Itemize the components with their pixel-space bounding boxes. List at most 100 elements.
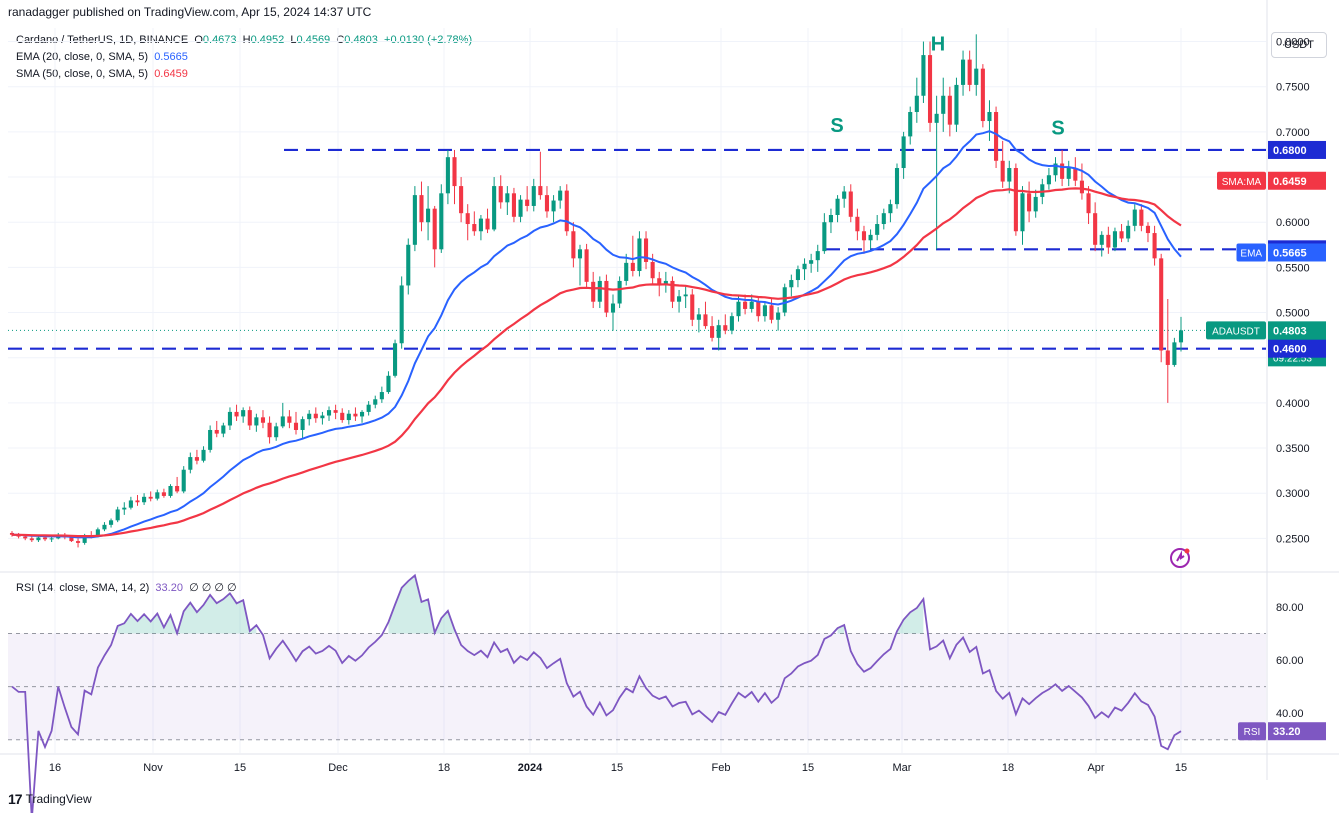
high-value: 0.4952 bbox=[250, 34, 285, 46]
candle bbox=[723, 314, 728, 335]
candle bbox=[36, 536, 41, 542]
candle-body bbox=[643, 238, 649, 262]
candle-body bbox=[736, 301, 741, 317]
candle bbox=[1073, 157, 1078, 187]
candle-body bbox=[267, 422, 272, 438]
currency-button[interactable]: USDT bbox=[1271, 32, 1327, 58]
price-tick-label: 0.7000 bbox=[1276, 127, 1310, 139]
candle bbox=[241, 407, 246, 423]
close-value: 0.4803 bbox=[344, 34, 378, 46]
candle bbox=[214, 420, 219, 438]
candle bbox=[961, 50, 966, 96]
candle bbox=[115, 506, 120, 523]
candle-body bbox=[1020, 193, 1025, 232]
price-label-tag bbox=[1236, 243, 1266, 262]
candle bbox=[1093, 202, 1098, 252]
candle-body bbox=[1053, 163, 1058, 176]
candle bbox=[1086, 186, 1091, 225]
candle-body bbox=[492, 186, 497, 230]
candle bbox=[1139, 204, 1144, 232]
pattern-annotations: S H S bbox=[830, 34, 1064, 140]
candle-body bbox=[538, 186, 543, 196]
level-price-value: 0.6800 bbox=[1273, 145, 1307, 157]
candle-body bbox=[1079, 180, 1084, 194]
candle-body bbox=[551, 200, 556, 212]
candle-body bbox=[201, 449, 206, 461]
ema-legend-value: 0.5665 bbox=[154, 51, 188, 63]
candle-body bbox=[287, 416, 292, 423]
candle bbox=[789, 274, 794, 297]
candle-body bbox=[776, 312, 781, 320]
candle-body bbox=[789, 280, 794, 288]
chart-grid bbox=[0, 0, 1339, 780]
candle bbox=[643, 231, 649, 270]
tradingview-logo[interactable]: 17 TradingView bbox=[8, 791, 92, 807]
candle-body bbox=[723, 325, 728, 331]
candle bbox=[987, 100, 992, 141]
publication-caption: ranadagger published on TradingView.com,… bbox=[8, 5, 372, 19]
candle bbox=[326, 406, 332, 421]
candle-body bbox=[809, 260, 814, 264]
candle-body bbox=[353, 413, 358, 417]
candle-body bbox=[1046, 175, 1051, 185]
rsi-value: 33.20 bbox=[1273, 726, 1301, 738]
candle bbox=[346, 410, 351, 425]
candle bbox=[683, 285, 688, 309]
sma-legend: SMA (50, close, 0, SMA, 5) 0.6459 bbox=[16, 68, 188, 80]
candle-body bbox=[677, 296, 682, 302]
time-tick-label: Apr bbox=[1087, 762, 1104, 774]
candle-body bbox=[359, 411, 365, 417]
time-tick-label: Mar bbox=[893, 762, 912, 774]
candle bbox=[710, 316, 715, 342]
candle-body bbox=[1027, 193, 1032, 212]
candle-body bbox=[42, 537, 48, 540]
candle bbox=[551, 195, 556, 223]
candle bbox=[1079, 163, 1084, 200]
candle bbox=[109, 518, 114, 528]
candle bbox=[393, 339, 398, 378]
candle-body bbox=[386, 375, 391, 393]
candle-body bbox=[142, 496, 147, 503]
sma-legend-label: SMA (50, close, 0, SMA, 5) bbox=[16, 68, 149, 80]
candle bbox=[855, 208, 860, 241]
candle bbox=[373, 395, 378, 409]
candle-body bbox=[241, 410, 246, 417]
candle-body bbox=[1119, 231, 1124, 239]
replay-icon[interactable] bbox=[1170, 548, 1190, 568]
candle bbox=[412, 186, 417, 252]
candle bbox=[75, 538, 81, 548]
candle bbox=[188, 452, 193, 474]
candle bbox=[1106, 226, 1111, 254]
candle bbox=[274, 422, 279, 441]
ema-legend: EMA (20, close, 0, SMA, 5) 0.5665 bbox=[16, 51, 188, 63]
candle-body bbox=[406, 244, 411, 286]
candle bbox=[716, 319, 721, 351]
time-tick-label: 2024 bbox=[518, 762, 543, 774]
candle-body bbox=[366, 404, 371, 412]
candle bbox=[1007, 160, 1012, 194]
candle-body bbox=[227, 411, 232, 426]
candle bbox=[1020, 186, 1025, 245]
candle-body bbox=[571, 231, 576, 259]
candle bbox=[842, 186, 847, 208]
candle-body bbox=[927, 55, 933, 123]
candle bbox=[505, 186, 510, 215]
price-label-tag bbox=[1206, 321, 1266, 340]
candle bbox=[782, 283, 787, 317]
candle bbox=[994, 106, 999, 169]
candle bbox=[677, 289, 682, 313]
candle bbox=[690, 289, 695, 327]
rsi-value-box bbox=[1268, 722, 1326, 741]
candle-body bbox=[604, 280, 609, 313]
candle bbox=[492, 177, 497, 232]
candle-body bbox=[155, 492, 160, 499]
rsi-tag-text: RSI bbox=[1244, 727, 1261, 738]
candle-body bbox=[128, 500, 133, 508]
time-tick-label: 18 bbox=[438, 762, 450, 774]
candle-body bbox=[505, 193, 510, 203]
candle bbox=[703, 301, 708, 329]
price-tick-label: 0.4000 bbox=[1276, 398, 1310, 410]
time-tick-label: 18 bbox=[1002, 762, 1014, 774]
change-value: +0.0130 (+2.78%) bbox=[384, 34, 473, 46]
